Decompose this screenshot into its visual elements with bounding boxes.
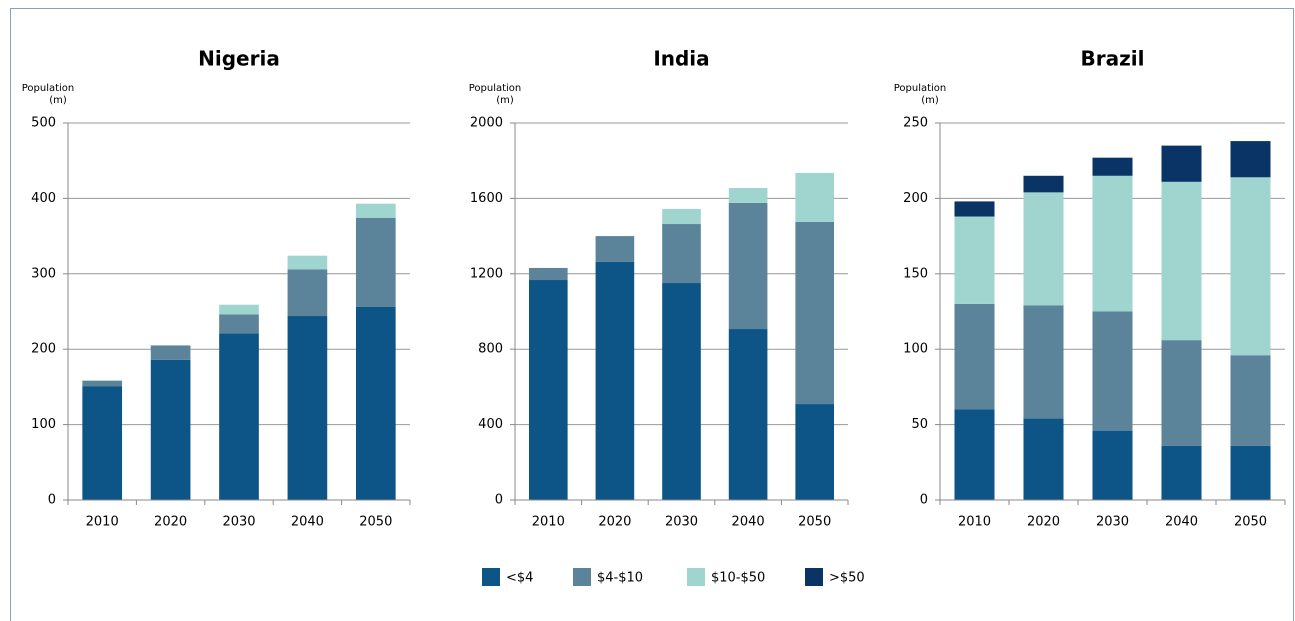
x-tick-label: 2020 xyxy=(598,515,631,530)
y-tick-label: 500 xyxy=(31,116,56,131)
y-tick-label: 800 xyxy=(478,342,503,357)
y-axis-label: (m) xyxy=(496,95,514,106)
legend-swatch xyxy=(805,568,823,586)
y-tick-label: 150 xyxy=(903,266,928,281)
x-tick-label: 2050 xyxy=(359,515,392,530)
x-tick-label: 2020 xyxy=(1027,515,1060,530)
y-axis-label: Population xyxy=(894,83,947,94)
y-tick-label: 400 xyxy=(31,191,56,206)
bar-segment xyxy=(954,216,995,304)
frame xyxy=(10,8,1294,621)
bar-segment xyxy=(795,172,835,222)
chart-title: India xyxy=(653,47,709,71)
x-tick-label: 2040 xyxy=(732,515,765,530)
y-tick-label: 100 xyxy=(903,342,928,357)
y-tick-label: 1200 xyxy=(470,266,503,281)
y-tick-label: 0 xyxy=(495,493,503,508)
bar-segment xyxy=(662,283,701,500)
y-tick-label: 50 xyxy=(911,417,928,432)
x-tick-label: 2010 xyxy=(532,515,565,530)
bar-segment xyxy=(355,203,396,219)
bar-segment xyxy=(595,261,635,500)
bar-segment xyxy=(528,280,568,500)
x-tick-label: 2030 xyxy=(222,515,255,530)
bar-segment xyxy=(728,188,768,203)
x-tick-label: 2010 xyxy=(958,515,991,530)
legend-swatch xyxy=(482,568,500,586)
bar-segment xyxy=(150,359,191,500)
bar-segment xyxy=(954,409,995,500)
bar-segment xyxy=(1023,305,1064,419)
y-tick-label: 200 xyxy=(903,191,928,206)
bar-segment xyxy=(150,345,191,360)
bar-segment xyxy=(795,404,835,500)
bar-segment xyxy=(728,329,768,500)
bar-segment xyxy=(662,208,701,225)
bar-segment xyxy=(355,306,396,500)
bar-segment xyxy=(1230,141,1271,178)
y-tick-label: 250 xyxy=(903,116,928,131)
chart-title: Nigeria xyxy=(198,47,280,71)
bar-segment xyxy=(595,236,635,262)
bar-segment xyxy=(1161,340,1202,446)
bar-segment xyxy=(219,314,259,334)
bar-segment xyxy=(954,201,995,217)
x-tick-label: 2030 xyxy=(1096,515,1129,530)
bar-segment xyxy=(1092,430,1133,500)
bar-segment xyxy=(662,224,701,284)
bar-segment xyxy=(1023,175,1064,193)
y-tick-label: 200 xyxy=(31,342,56,357)
bar-segment xyxy=(1092,175,1133,312)
bar-segment xyxy=(728,202,768,330)
bar-segment xyxy=(1161,181,1202,341)
y-axis-label: (m) xyxy=(49,95,67,106)
bar-segment xyxy=(528,267,568,281)
bar-segment xyxy=(219,333,259,500)
bar-segment xyxy=(1230,445,1271,500)
legend-label: >$50 xyxy=(829,571,865,586)
bar-segment xyxy=(82,386,123,500)
bar-segment xyxy=(795,221,835,405)
y-axis-label: Population xyxy=(22,83,75,94)
legend-label: $4-$10 xyxy=(597,571,643,586)
x-tick-label: 2030 xyxy=(665,515,698,530)
y-tick-label: 400 xyxy=(478,417,503,432)
chart-title: Brazil xyxy=(1081,47,1145,71)
bar-segment xyxy=(954,303,995,410)
bar-segment xyxy=(287,316,328,500)
y-axis-label: (m) xyxy=(921,95,939,106)
y-tick-label: 0 xyxy=(920,493,928,508)
y-tick-label: 1600 xyxy=(470,191,503,206)
bar-segment xyxy=(287,255,328,270)
bar-segment xyxy=(1230,177,1271,356)
y-tick-label: 300 xyxy=(31,266,56,281)
y-tick-label: 2000 xyxy=(470,116,503,131)
bar-segment xyxy=(1161,145,1202,182)
x-tick-label: 2040 xyxy=(1165,515,1198,530)
legend-label: <$4 xyxy=(506,571,533,586)
bar-segment xyxy=(1092,157,1133,176)
y-axis-label: Population xyxy=(469,83,522,94)
bar-segment xyxy=(1161,445,1202,500)
y-tick-label: 0 xyxy=(48,493,56,508)
bar-segment xyxy=(287,269,328,317)
bar-segment xyxy=(82,380,123,381)
bar-segment xyxy=(1230,355,1271,446)
x-tick-label: 2020 xyxy=(154,515,187,530)
x-tick-label: 2010 xyxy=(86,515,119,530)
bar-segment xyxy=(1023,192,1064,306)
x-tick-label: 2050 xyxy=(1234,515,1267,530)
bar-segment xyxy=(82,380,123,387)
x-tick-label: 2040 xyxy=(291,515,324,530)
y-tick-label: 100 xyxy=(31,417,56,432)
legend-swatch xyxy=(687,568,705,586)
bar-segment xyxy=(1023,418,1064,500)
legend-swatch xyxy=(573,568,591,586)
bar-segment xyxy=(219,304,259,315)
bar-segment xyxy=(355,218,396,307)
legend-label: $10-$50 xyxy=(711,571,765,586)
x-tick-label: 2050 xyxy=(798,515,831,530)
bar-segment xyxy=(1092,311,1133,431)
